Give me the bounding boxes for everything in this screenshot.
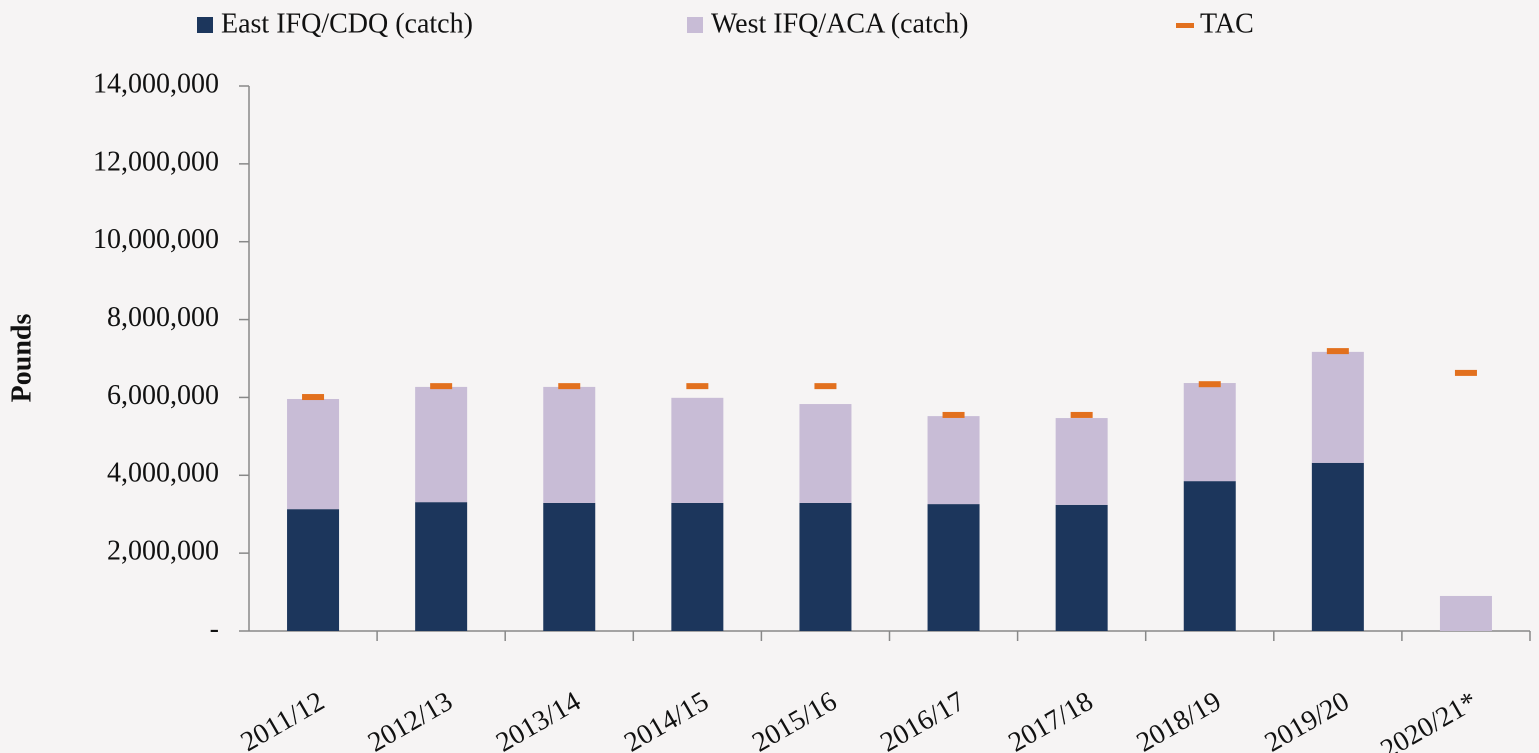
y-tick-label: 8,000,000 bbox=[107, 302, 219, 333]
bar-segment bbox=[927, 416, 980, 505]
tac-marker bbox=[1454, 369, 1477, 376]
x-tick-label: 2012/13 bbox=[363, 686, 458, 753]
x-tick-label: 2011/12 bbox=[236, 686, 330, 753]
y-tick-label: 2,000,000 bbox=[107, 536, 219, 567]
bar-segment bbox=[415, 502, 468, 631]
tac-marker bbox=[1198, 381, 1221, 388]
x-tick-label: 2014/15 bbox=[619, 686, 714, 753]
y-tick-label: - bbox=[210, 613, 219, 644]
bar-segment bbox=[799, 502, 852, 631]
x-tick-label: 2020/21* bbox=[1376, 686, 1483, 753]
x-tick-label: 2018/19 bbox=[1131, 686, 1226, 753]
x-tick-label: 2019/20 bbox=[1260, 686, 1355, 753]
bar-segment bbox=[1183, 383, 1236, 482]
tac-marker bbox=[1326, 348, 1349, 355]
y-tick-label: 14,000,000 bbox=[93, 68, 219, 99]
y-tick-label: 6,000,000 bbox=[107, 380, 219, 411]
bar-segment bbox=[1439, 595, 1492, 631]
legend-label: West IFQ/ACA (catch) bbox=[711, 8, 968, 39]
bar-segment bbox=[1183, 481, 1236, 631]
bar-segment bbox=[1055, 418, 1108, 505]
tac-marker bbox=[430, 383, 453, 390]
y-tick-label: 12,000,000 bbox=[93, 146, 219, 177]
bar-segment bbox=[543, 386, 596, 503]
bar-segment bbox=[1311, 462, 1364, 631]
y-tick-label: 4,000,000 bbox=[107, 458, 219, 489]
y-tick-label: 10,000,000 bbox=[93, 224, 219, 255]
tac-marker bbox=[1070, 411, 1093, 418]
bar-segment bbox=[287, 509, 340, 631]
tac-marker bbox=[942, 411, 965, 418]
bar-segment bbox=[927, 504, 980, 631]
x-tick-label: 2015/16 bbox=[747, 686, 842, 753]
x-tick-label: 2013/14 bbox=[491, 686, 586, 753]
tac-marker bbox=[686, 383, 709, 390]
bar-segment bbox=[799, 404, 852, 503]
bar-segment bbox=[671, 502, 724, 631]
legend-label: East IFQ/CDQ (catch) bbox=[221, 8, 473, 39]
x-tick-label: 2017/18 bbox=[1003, 686, 1098, 753]
tac-marker bbox=[558, 383, 581, 390]
tac-marker bbox=[814, 383, 837, 390]
legend-swatch bbox=[1176, 23, 1194, 28]
bar-segment bbox=[415, 386, 468, 503]
legend-label: TAC bbox=[1200, 8, 1254, 39]
bar-segment bbox=[671, 397, 724, 503]
bar-segment bbox=[1055, 504, 1108, 631]
legend-swatch bbox=[197, 17, 213, 33]
y-axis-title: Pounds bbox=[6, 314, 37, 403]
bar-segment bbox=[543, 502, 596, 631]
x-tick-label: 2016/17 bbox=[875, 686, 970, 753]
legend-swatch bbox=[687, 17, 703, 33]
bar-segment bbox=[1311, 351, 1364, 463]
tac-marker bbox=[302, 394, 325, 401]
bar-segment bbox=[287, 398, 340, 510]
